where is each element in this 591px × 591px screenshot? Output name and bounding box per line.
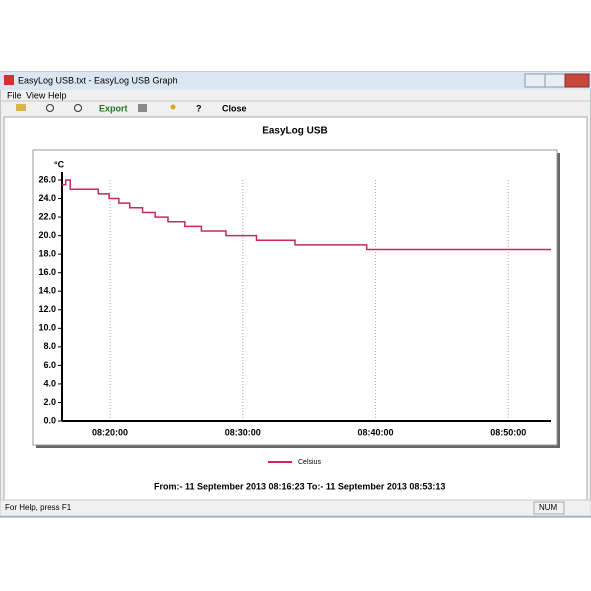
close-window[interactable] — [564, 73, 590, 88]
zoom-in-icon[interactable] — [46, 104, 54, 112]
menu-item[interactable]: View — [26, 90, 46, 100]
x-tick-label: 08:20:00 — [92, 427, 128, 437]
y-tick-label: 4.0 — [43, 378, 56, 388]
legend-label: Celsius — [298, 459, 321, 466]
y-tick-label: 12.0 — [38, 304, 56, 314]
from-date: From:- 11 September 2013 08:16:23 — [154, 481, 305, 491]
close-button[interactable]: Close — [222, 103, 247, 113]
y-tick-label: 24.0 — [38, 193, 56, 203]
zoom-out-icon[interactable] — [74, 104, 82, 112]
y-tick-label: 20.0 — [38, 230, 56, 240]
x-tick-label: 08:50:00 — [490, 427, 526, 437]
to-date: To:- 11 September 2013 08:53:13 — [307, 481, 445, 491]
y-tick-label: 22.0 — [38, 211, 56, 221]
y-tick-label: 8.0 — [43, 341, 56, 351]
export-button[interactable]: Export — [99, 103, 128, 113]
x-tick-label: 08:30:00 — [225, 427, 261, 437]
title-bar — [0, 72, 591, 90]
chart-title: EasyLog USB — [262, 126, 328, 137]
y-tick-label: 6.0 — [43, 360, 56, 370]
maximize[interactable] — [544, 73, 566, 88]
y-tick-label: 26.0 — [38, 174, 56, 184]
menu-item[interactable]: Help — [48, 90, 67, 100]
status-bar — [0, 499, 591, 517]
about-icon[interactable] — [170, 104, 176, 110]
open-icon[interactable] — [16, 104, 26, 111]
window-title: EasyLog USB.txt - EasyLog USB Graph — [18, 75, 178, 85]
print-icon[interactable] — [138, 104, 147, 112]
status-num: NUM — [539, 503, 558, 512]
help-icon[interactable]: ? — [196, 103, 202, 113]
data-line — [62, 179, 551, 251]
x-tick-label: 08:40:00 — [358, 427, 394, 437]
minimize[interactable] — [524, 73, 546, 88]
y-tick-label: 2.0 — [43, 397, 56, 407]
menu-item[interactable]: File — [7, 90, 22, 100]
y-axis-label: °C — [54, 159, 65, 169]
chart-frame — [32, 149, 558, 446]
y-tick-label: 16.0 — [38, 267, 56, 277]
y-tick-label: 18.0 — [38, 249, 56, 259]
status-text: For Help, press F1 — [5, 503, 72, 512]
app-icon — [4, 75, 14, 85]
status-pane — [533, 501, 565, 515]
y-tick-label: 14.0 — [38, 286, 56, 296]
y-tick-label: 0.0 — [43, 415, 56, 425]
y-tick-label: 10.0 — [38, 323, 56, 333]
